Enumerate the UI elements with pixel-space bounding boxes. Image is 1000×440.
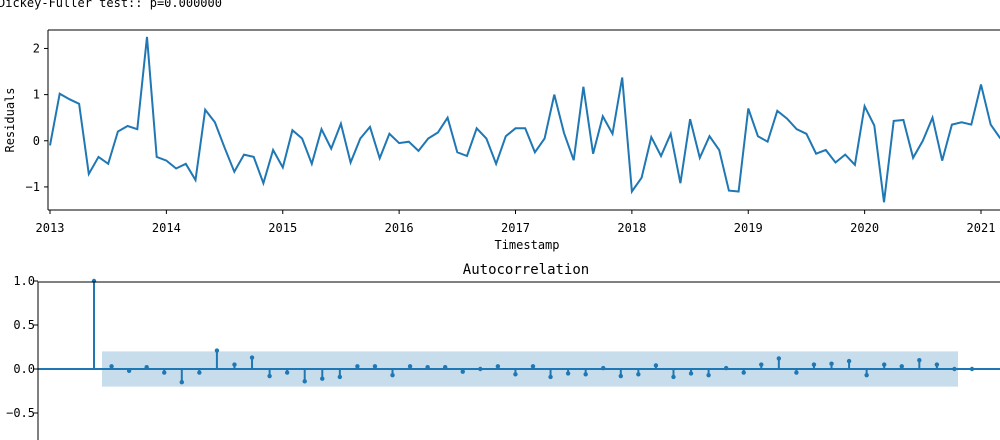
x-tick-label: 2021 xyxy=(967,221,996,235)
acf-marker xyxy=(671,374,676,380)
x-tick-label: 2018 xyxy=(617,221,646,235)
x-tick-label: 2017 xyxy=(501,221,530,235)
x-axis-label: Timestamp xyxy=(494,238,559,252)
acf-marker xyxy=(969,366,975,372)
acf-marker xyxy=(934,362,940,367)
acf-y-tick-label: 0.5 xyxy=(13,318,35,332)
x-tick-label: 2019 xyxy=(734,221,763,235)
residuals-axes-frame xyxy=(47,29,1000,211)
acf-marker xyxy=(811,362,817,367)
acf-marker xyxy=(952,366,957,372)
acf-marker xyxy=(636,372,641,377)
x-tick-label: 2013 xyxy=(36,221,65,235)
acf-marker xyxy=(372,364,378,369)
x-tick-label: 2014 xyxy=(152,221,181,235)
acf-marker xyxy=(723,365,729,371)
residuals-plot: −1 0 1 2 2013 2014 2015 2016 2017 2018 2019 2020 202… xyxy=(3,29,1000,252)
acf-marker xyxy=(214,348,220,353)
x-tick-label: 2016 xyxy=(385,221,414,235)
acf-marker xyxy=(601,365,606,371)
acf-marker xyxy=(267,373,272,379)
acf-marker xyxy=(653,363,659,368)
acf-marker xyxy=(109,364,114,369)
acf-marker xyxy=(284,370,290,375)
x-tick-label: 2015 xyxy=(268,221,297,235)
acf-marker xyxy=(882,362,887,367)
dickey-fuller-caption: Dickey-Fuller test:: p=0.000000 xyxy=(0,0,222,10)
residuals-series-line xyxy=(49,36,1000,203)
y-tick-label: −1 xyxy=(26,180,40,194)
acf-y-tick-label: 1.0 xyxy=(13,274,35,288)
acf-marker xyxy=(407,364,413,369)
acf-marker xyxy=(741,370,746,375)
autocorrelation-axes-frame xyxy=(37,281,1000,440)
autocorrelation-title: Autocorrelation xyxy=(463,262,589,278)
acf-marker xyxy=(618,373,623,379)
acf-marker xyxy=(530,364,536,369)
y-tick-label: 1 xyxy=(33,88,40,102)
acf-marker xyxy=(355,364,360,369)
acf-marker xyxy=(794,370,799,375)
acf-marker xyxy=(688,371,694,376)
acf-marker xyxy=(513,372,518,377)
acf-marker xyxy=(126,368,132,373)
acf-marker xyxy=(478,366,483,372)
acf-marker xyxy=(337,374,343,380)
acf-marker xyxy=(846,358,852,364)
acf-y-tick-label: −0.5 xyxy=(6,406,35,420)
acf-marker xyxy=(302,379,307,384)
acf-marker xyxy=(144,365,149,370)
acf-marker xyxy=(425,365,430,370)
acf-marker xyxy=(460,369,465,374)
acf-marker xyxy=(776,356,782,361)
acf-marker xyxy=(162,370,167,375)
acf-marker xyxy=(829,361,834,366)
acf-marker xyxy=(548,374,553,380)
acf-marker xyxy=(179,380,184,385)
acf-marker xyxy=(443,365,448,370)
acf-marker xyxy=(864,372,869,378)
y-tick-label: 0 xyxy=(33,134,40,148)
acf-marker xyxy=(565,371,571,376)
acf-marker xyxy=(759,362,764,367)
acf-marker xyxy=(495,364,501,369)
acf-marker xyxy=(320,376,325,381)
acf-marker xyxy=(706,372,711,378)
acf-marker xyxy=(899,364,904,369)
acf-y-tick-label: 0.0 xyxy=(13,362,35,376)
acf-marker xyxy=(583,372,588,377)
y-axis-label: Residuals xyxy=(3,87,17,152)
acf-marker xyxy=(232,362,237,367)
x-tick-label: 2020 xyxy=(850,221,879,235)
acf-marker xyxy=(91,278,97,284)
acf-marker xyxy=(917,358,922,363)
acf-marker xyxy=(249,355,255,360)
acf-marker xyxy=(197,370,202,375)
y-tick-label: 2 xyxy=(33,41,40,55)
autocorrelation-plot: Autocorrelation −0.5 0.0 0.5 1.0 xyxy=(6,262,1000,440)
acf-marker xyxy=(390,372,395,378)
